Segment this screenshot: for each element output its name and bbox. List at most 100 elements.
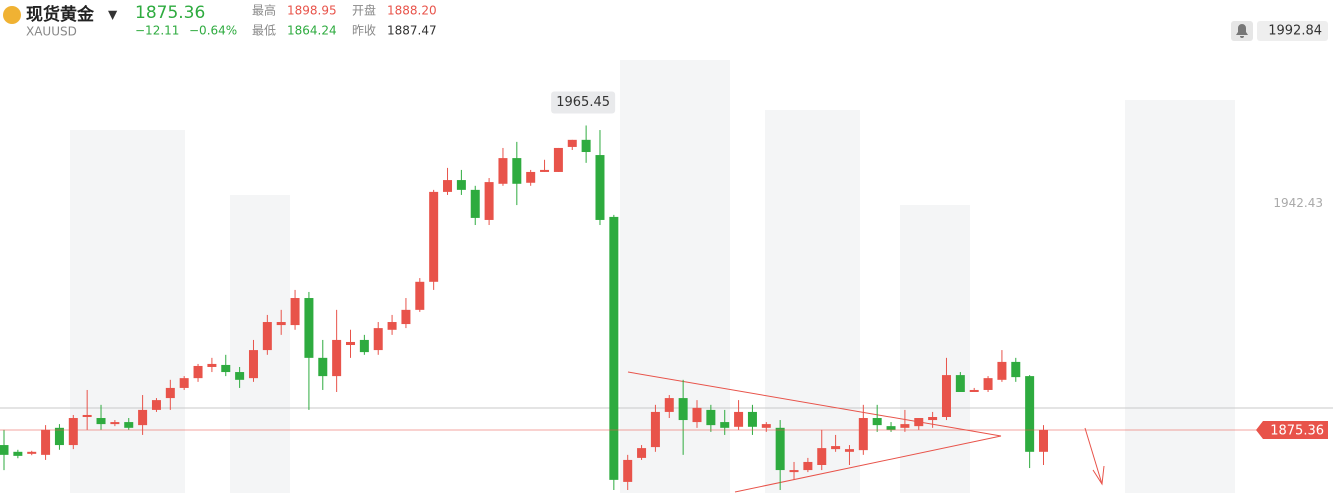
candle-body [165,387,175,399]
dropdown-arrow[interactable]: ▼ [108,8,118,22]
candle-body [373,328,383,351]
symbol: XAUUSD [26,25,77,39]
candle-body [318,357,328,377]
candle-body [983,378,993,390]
candle-body [831,446,841,450]
candle-body [761,424,771,428]
candle-body [262,322,272,351]
change: −12.11 [135,24,179,38]
candle-body [1025,376,1035,452]
candle-body [179,378,189,388]
candle-body [969,389,979,392]
stat-value: 1898.95 [287,4,337,18]
candle-body [13,451,23,456]
candle-body [706,409,716,426]
candle-body [332,339,342,377]
candle-body [415,281,425,310]
candle-body [928,417,938,421]
candle-body [290,298,300,326]
candle-body [207,363,217,367]
candle-body [997,361,1007,380]
candle-body [346,341,355,346]
candle-body [484,182,494,220]
candle-body [221,364,231,373]
candle-body [401,309,411,325]
candle-body [443,180,453,192]
change-pct: −0.64% [189,24,237,38]
candle-body [1011,361,1021,378]
candle-body [803,461,813,471]
candle-body [82,414,92,418]
candle-body [540,169,550,172]
candle-body [650,411,660,448]
candle-body [276,322,286,326]
candle-body [110,422,120,425]
candle-body [429,191,439,282]
background-buildings [70,60,1235,493]
candle-body [914,418,924,427]
candle-body [553,147,563,172]
candle-body [470,189,480,218]
candle-body [567,139,577,147]
candle-body [664,398,674,412]
high-tooltip-box [551,91,616,114]
candle-body [720,422,730,428]
candle-body [248,350,258,379]
candle-body [96,418,106,425]
candle-body [789,470,799,473]
candle-body [844,449,854,452]
instrument-name: 现货黄金 [26,4,95,25]
candle-body [456,180,466,190]
gold-icon [3,6,21,24]
candle-body [747,411,757,427]
stat-value: 1887.47 [387,24,437,38]
stat-value: 1864.24 [287,24,337,38]
candle-body [235,372,245,380]
stat-label: 昨收 [352,24,376,38]
candle-body [734,411,744,427]
candle-body [595,155,605,220]
trend-drawing [627,371,1105,493]
candle-body [512,158,522,184]
candle-body [498,158,508,184]
candle-body [623,459,633,482]
candle-body [0,445,9,455]
candle-body [858,418,868,451]
high-tooltip: 1965.45 [556,95,610,110]
candle-body [359,339,369,353]
bell-icon [1236,24,1248,38]
candle-body [637,448,647,458]
candle-body [387,322,397,330]
candle-body [124,422,134,428]
candle-body [27,451,37,454]
stat-label: 最低 [252,24,276,38]
stat-label: 开盘 [352,3,376,18]
candle-body [775,427,785,471]
candle-body [54,427,64,446]
candle-body [193,365,203,379]
candle-body [609,216,619,480]
candle-body [817,448,827,465]
alert-price: 1992.84 [1268,24,1322,39]
last-price-label: 1875.36 [1270,423,1324,438]
candle-body [68,418,78,446]
candle-body [151,400,161,410]
alert-price-box [1257,21,1328,41]
candle-body [304,298,314,358]
stat-label: 最高 [252,3,276,18]
candle-body [886,426,896,430]
candle-body [41,429,51,455]
price: 1875.36 [135,3,205,23]
candle-body [581,139,591,153]
candle-body [872,418,882,426]
candle-body [138,409,148,426]
candle-body [1039,429,1048,452]
y-tick-label: 1942.43 [1273,196,1323,210]
candle-body [900,424,910,428]
candle-body [678,398,688,421]
last-price-box [1256,420,1328,439]
stat-value: 1888.20 [387,4,437,18]
candle-body [941,375,951,418]
